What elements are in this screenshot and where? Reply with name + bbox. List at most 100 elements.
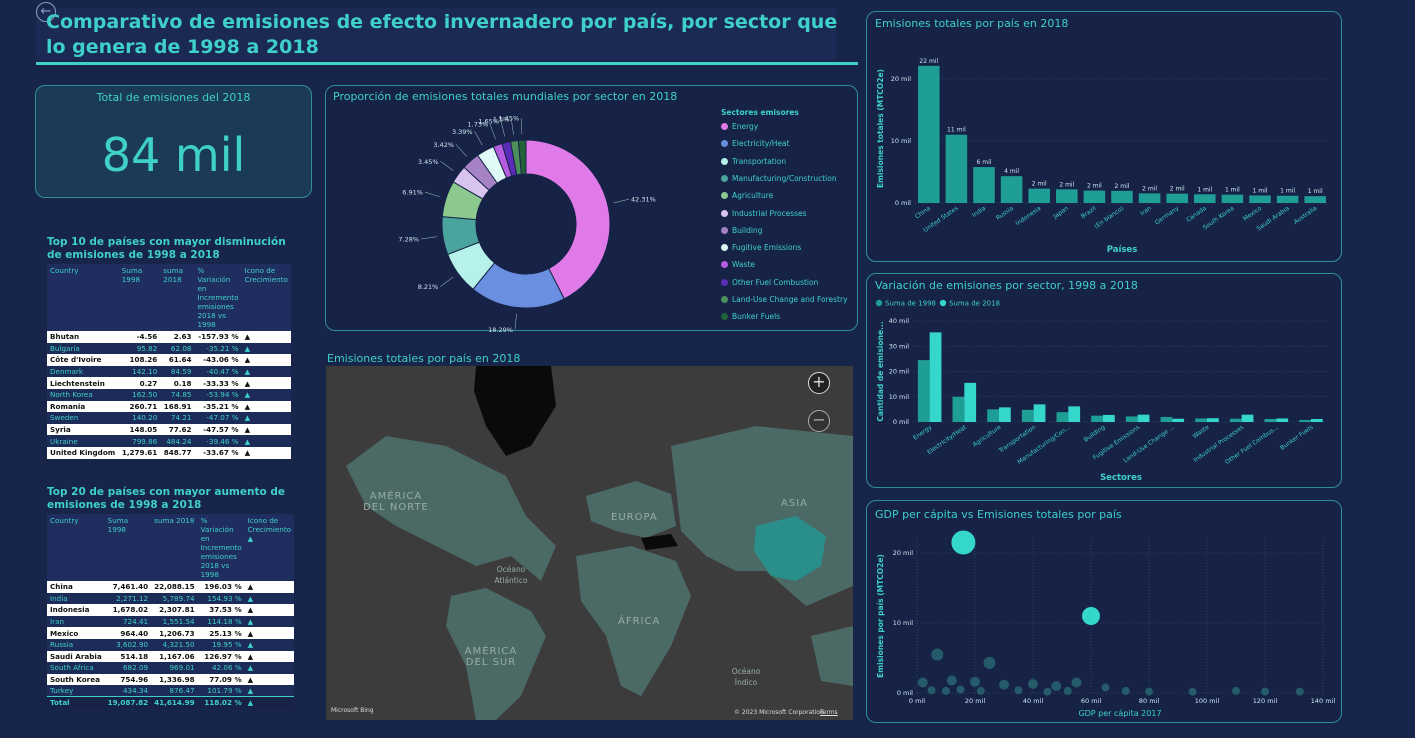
bar-bunker-fuels-2018[interactable] (1310, 418, 1323, 422)
scatter-point[interactable] (1082, 607, 1100, 625)
bar-united-states[interactable] (945, 134, 968, 203)
scatter-point[interactable] (931, 648, 944, 661)
column-header-country[interactable]: Country (47, 514, 105, 581)
bar-iran[interactable] (1138, 193, 1161, 203)
zoom-in-button[interactable]: + (808, 372, 830, 394)
scatter-point[interactable] (1101, 683, 1110, 692)
scatter-point[interactable] (1232, 686, 1240, 695)
bar-industrial-processes-2018[interactable] (1241, 414, 1254, 422)
growth-arrow-icon: ▲ (244, 696, 295, 709)
bar-agriculture-2018[interactable] (998, 407, 1011, 422)
slice-bunker-fuels[interactable] (517, 139, 527, 175)
zoom-out-button[interactable]: − (808, 410, 830, 432)
bar-building-1998[interactable] (1091, 415, 1103, 422)
bar-transportation-1998[interactable] (1021, 409, 1034, 422)
legend-item-transportation[interactable]: Transportation (721, 157, 786, 166)
table-cell: 114.18 % (197, 615, 245, 628)
column-header-variaci-n-en-increme[interactable]: % Variación en Incremento emisiones 2018… (194, 264, 242, 331)
bar-electricity-heat-1998[interactable] (952, 396, 965, 422)
legend-item-manufacturing-construction[interactable]: Manufacturing/Construction (721, 174, 837, 183)
column-header-icono-de-crecimiento[interactable]: Icono de Crecimiento ▲ (244, 514, 295, 581)
bar-waste-2018[interactable] (1206, 418, 1219, 422)
bar-canada[interactable] (1194, 194, 1216, 203)
legend-label[interactable]: Suma de 2018 (949, 300, 1000, 308)
scatter-point[interactable] (1145, 687, 1153, 696)
bar-transportation-2018[interactable] (1033, 404, 1046, 422)
bar-germany[interactable] (1166, 193, 1188, 203)
legend-item-electricity-heat[interactable]: Electricity/Heat (721, 139, 790, 148)
legend-item-industrial-processes[interactable]: Industrial Processes (721, 209, 807, 218)
slice-energy[interactable] (525, 139, 611, 300)
bar-electricity-heat-2018[interactable] (964, 382, 977, 422)
bar-manufacturing-con-1998[interactable] (1056, 412, 1069, 422)
scatter-point[interactable] (1071, 677, 1082, 688)
legend-item-fugitive-emissions[interactable]: Fugitive Emissions (721, 243, 801, 252)
bar-fugitive-emissions-2018[interactable] (1137, 414, 1150, 422)
scatter-point[interactable] (951, 530, 976, 555)
column-header-icono-de-crecimiento[interactable]: Icono de Crecimiento (241, 264, 291, 331)
scatter-point[interactable] (917, 677, 928, 688)
bar-waste-1998[interactable] (1195, 418, 1207, 422)
scatter-point[interactable] (942, 686, 950, 695)
column-header-suma-2018[interactable]: suma 2018 (151, 514, 198, 581)
bar-other-fuel-combus-1998[interactable] (1264, 418, 1277, 422)
scatter-point[interactable] (1121, 686, 1130, 695)
map-terms-link[interactable]: Terms (820, 709, 838, 716)
bar-india[interactable] (973, 167, 995, 203)
legend-item-waste[interactable]: Waste (721, 260, 755, 269)
legend-label[interactable]: Suma de 1998 (885, 300, 936, 308)
bar-south-korea[interactable] (1221, 194, 1244, 203)
scatter-point[interactable] (1043, 687, 1052, 696)
bar-other-fuel-combus-2018[interactable] (1276, 418, 1289, 422)
legend-item-agriculture[interactable]: Agriculture (721, 191, 773, 200)
scatter-point[interactable] (1188, 687, 1197, 696)
bar-building-2018[interactable] (1102, 414, 1115, 422)
world-map[interactable]: AMÉRICA DEL NORTE AMÉRICA DEL SUR EUROPA… (326, 366, 853, 720)
column-header-variaci-n-en-increme[interactable]: % Variación en Incremento emisiones 2018… (197, 514, 245, 581)
bar-manufacturing-con-2018[interactable] (1068, 406, 1081, 422)
scatter-point[interactable] (1063, 686, 1072, 695)
scatter-point[interactable] (956, 685, 965, 694)
column-header-suma-1998[interactable]: Suma 1998 (118, 264, 161, 331)
bar-indonesia[interactable] (1028, 188, 1050, 203)
bar-japan[interactable] (1056, 189, 1078, 203)
bar-land-use-change-2018[interactable] (1172, 418, 1185, 422)
back-arrow-icon[interactable]: ← (36, 2, 56, 22)
bar-china[interactable] (918, 65, 940, 204)
legend-item-other-fuel-combustion[interactable]: Other Fuel Combustion (721, 278, 818, 287)
scatter-point[interactable] (970, 676, 980, 687)
scatter-point[interactable] (946, 675, 957, 686)
column-header-country[interactable]: Country (47, 264, 119, 331)
scatter-point[interactable] (1028, 678, 1038, 689)
legend-item-land-use-change-and-forestry[interactable]: Land-Use Change and Forestry (721, 295, 848, 304)
scatter-point[interactable] (1051, 681, 1062, 691)
bar-fugitive-emissions-1998[interactable] (1125, 416, 1138, 422)
bar-australia[interactable] (1304, 196, 1326, 203)
scatter-point[interactable] (1295, 687, 1304, 696)
scatter-point[interactable] (976, 686, 985, 695)
scatter-point[interactable] (999, 679, 1009, 690)
column-header-suma-1998[interactable]: Suma 1998 (104, 514, 152, 581)
scatter-point[interactable] (1014, 686, 1023, 695)
column-header-suma-2018[interactable]: suma 2018 (160, 264, 195, 331)
legend-item-energy[interactable]: Energy (721, 122, 758, 131)
bar-agriculture-1998[interactable] (987, 409, 999, 422)
legend-item-bunker-fuels[interactable]: Bunker Fuels (721, 312, 780, 321)
bar-saudi-arabia[interactable] (1276, 195, 1299, 203)
scatter-point[interactable] (927, 686, 936, 695)
scatter-point[interactable] (983, 656, 996, 669)
slice-data-label: 3.39% (452, 128, 473, 136)
bar-industrial-processes-1998[interactable] (1229, 418, 1242, 422)
bar-land-use-change-1998[interactable] (1160, 416, 1173, 422)
bar-bunker-fuels-1998[interactable] (1299, 419, 1311, 422)
map-label-africa: ÁFRICA (618, 616, 661, 627)
bar-energy-1998[interactable] (917, 360, 930, 422)
bar-en-blanco[interactable] (1111, 190, 1133, 203)
bar-mexico[interactable] (1249, 195, 1271, 203)
bar-energy-2018[interactable] (929, 332, 942, 422)
legend-item-building[interactable]: Building (721, 226, 762, 235)
bar-brazil[interactable] (1083, 190, 1106, 203)
scatter-point[interactable] (1261, 687, 1269, 696)
bar-russia[interactable] (1000, 176, 1023, 203)
turkey-shape (641, 534, 678, 550)
